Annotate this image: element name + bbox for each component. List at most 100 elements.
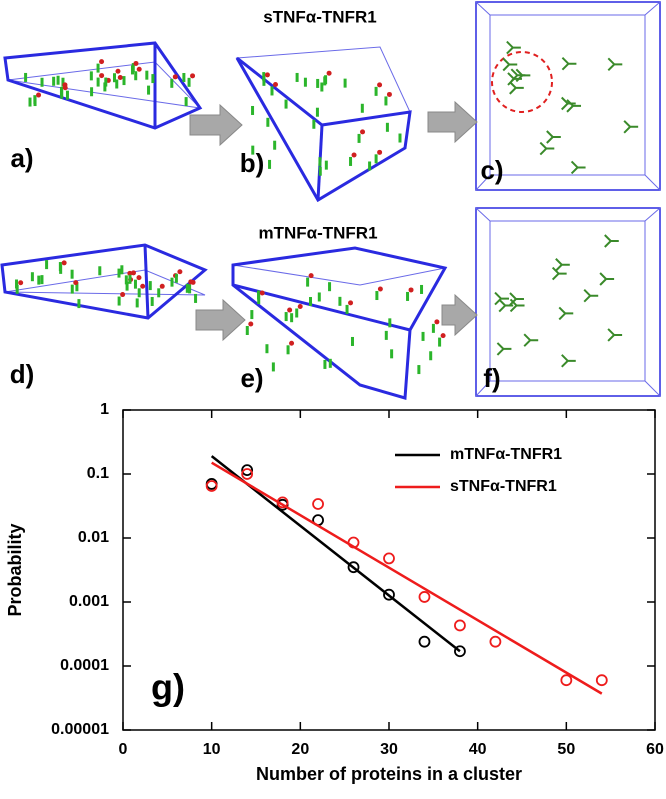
data-point xyxy=(347,536,360,549)
protein xyxy=(120,292,126,298)
protein xyxy=(182,72,186,82)
protein xyxy=(308,273,314,279)
protein xyxy=(348,300,354,306)
protein xyxy=(133,279,137,289)
protein xyxy=(140,283,146,289)
arrow xyxy=(427,100,478,144)
x-tick-label: 0 xyxy=(119,741,128,758)
protein xyxy=(494,291,510,306)
x-axis-title: Number of proteins in a cluster xyxy=(256,764,522,784)
protein xyxy=(177,269,183,275)
x-tick-label: 60 xyxy=(646,741,664,758)
protein xyxy=(188,279,194,285)
protein xyxy=(338,296,342,306)
x-tick-label: 50 xyxy=(557,741,575,758)
protein xyxy=(440,333,446,339)
protein xyxy=(56,75,60,85)
protein xyxy=(502,57,518,72)
x-tick-label: 10 xyxy=(203,741,221,758)
protein xyxy=(104,77,108,87)
protein xyxy=(420,284,424,294)
protein xyxy=(52,76,56,86)
protein xyxy=(257,290,261,300)
protein xyxy=(377,82,383,88)
panel-label: d) xyxy=(10,359,35,389)
data-point xyxy=(241,464,254,477)
protein xyxy=(270,86,274,96)
protein xyxy=(148,281,152,291)
y-tick-label: 0.00001 xyxy=(51,721,109,738)
x-tick-label: 20 xyxy=(291,741,309,758)
protein xyxy=(266,117,270,127)
protein xyxy=(323,359,327,369)
protein xyxy=(257,294,261,304)
protein xyxy=(117,296,121,306)
fit-line xyxy=(210,455,461,653)
protein xyxy=(351,152,357,158)
protein xyxy=(170,277,174,287)
protein xyxy=(561,354,576,368)
y-tick-label: 0.0001 xyxy=(60,657,109,674)
protein xyxy=(343,78,347,88)
protein xyxy=(130,65,134,75)
protein xyxy=(287,307,293,313)
protein xyxy=(77,299,81,309)
protein xyxy=(15,284,19,294)
protein xyxy=(117,268,121,278)
protein xyxy=(390,349,394,359)
protein xyxy=(96,77,100,87)
protein xyxy=(385,122,389,132)
x-tick-label: 40 xyxy=(469,741,487,758)
protein xyxy=(509,292,524,306)
protein xyxy=(61,77,65,87)
protein xyxy=(70,269,74,279)
protein xyxy=(115,68,121,74)
protein xyxy=(421,331,425,341)
protein xyxy=(374,154,378,164)
protein xyxy=(62,85,68,91)
protein xyxy=(172,74,178,80)
protein xyxy=(318,157,322,167)
protein xyxy=(377,286,383,292)
protein xyxy=(187,77,191,87)
protein xyxy=(151,74,155,84)
protein xyxy=(295,308,299,318)
protein xyxy=(96,63,100,73)
protein xyxy=(112,73,116,83)
protein xyxy=(125,281,129,291)
arrow xyxy=(189,103,243,147)
protein xyxy=(159,283,165,289)
x-tick-label: 30 xyxy=(380,741,398,758)
protein xyxy=(251,145,255,155)
y-tick-label: 0.01 xyxy=(78,529,109,546)
protein xyxy=(147,85,151,95)
protein xyxy=(90,87,94,97)
protein xyxy=(273,140,277,150)
protein xyxy=(98,266,102,276)
protein xyxy=(316,78,320,88)
panel-a xyxy=(3,41,203,130)
protein xyxy=(37,275,41,285)
protein xyxy=(523,333,539,347)
protein xyxy=(417,365,421,375)
protein xyxy=(324,160,328,170)
protein xyxy=(295,72,299,82)
protein xyxy=(30,272,34,282)
protein xyxy=(122,76,126,86)
protein xyxy=(73,280,79,286)
protein xyxy=(360,103,364,113)
protein xyxy=(120,265,124,275)
panel-title: mTNFα-TNFR1 xyxy=(258,223,377,242)
panel-f xyxy=(475,207,661,397)
y-axis-title: Probability xyxy=(5,523,25,616)
arrow xyxy=(195,298,246,342)
protein xyxy=(130,270,136,276)
protein xyxy=(438,337,442,347)
protein xyxy=(398,133,402,143)
protein xyxy=(498,298,514,313)
protein xyxy=(75,282,79,292)
protein xyxy=(623,120,639,134)
panel-label: g) xyxy=(151,667,185,708)
protein xyxy=(546,130,561,144)
protein xyxy=(268,159,272,169)
